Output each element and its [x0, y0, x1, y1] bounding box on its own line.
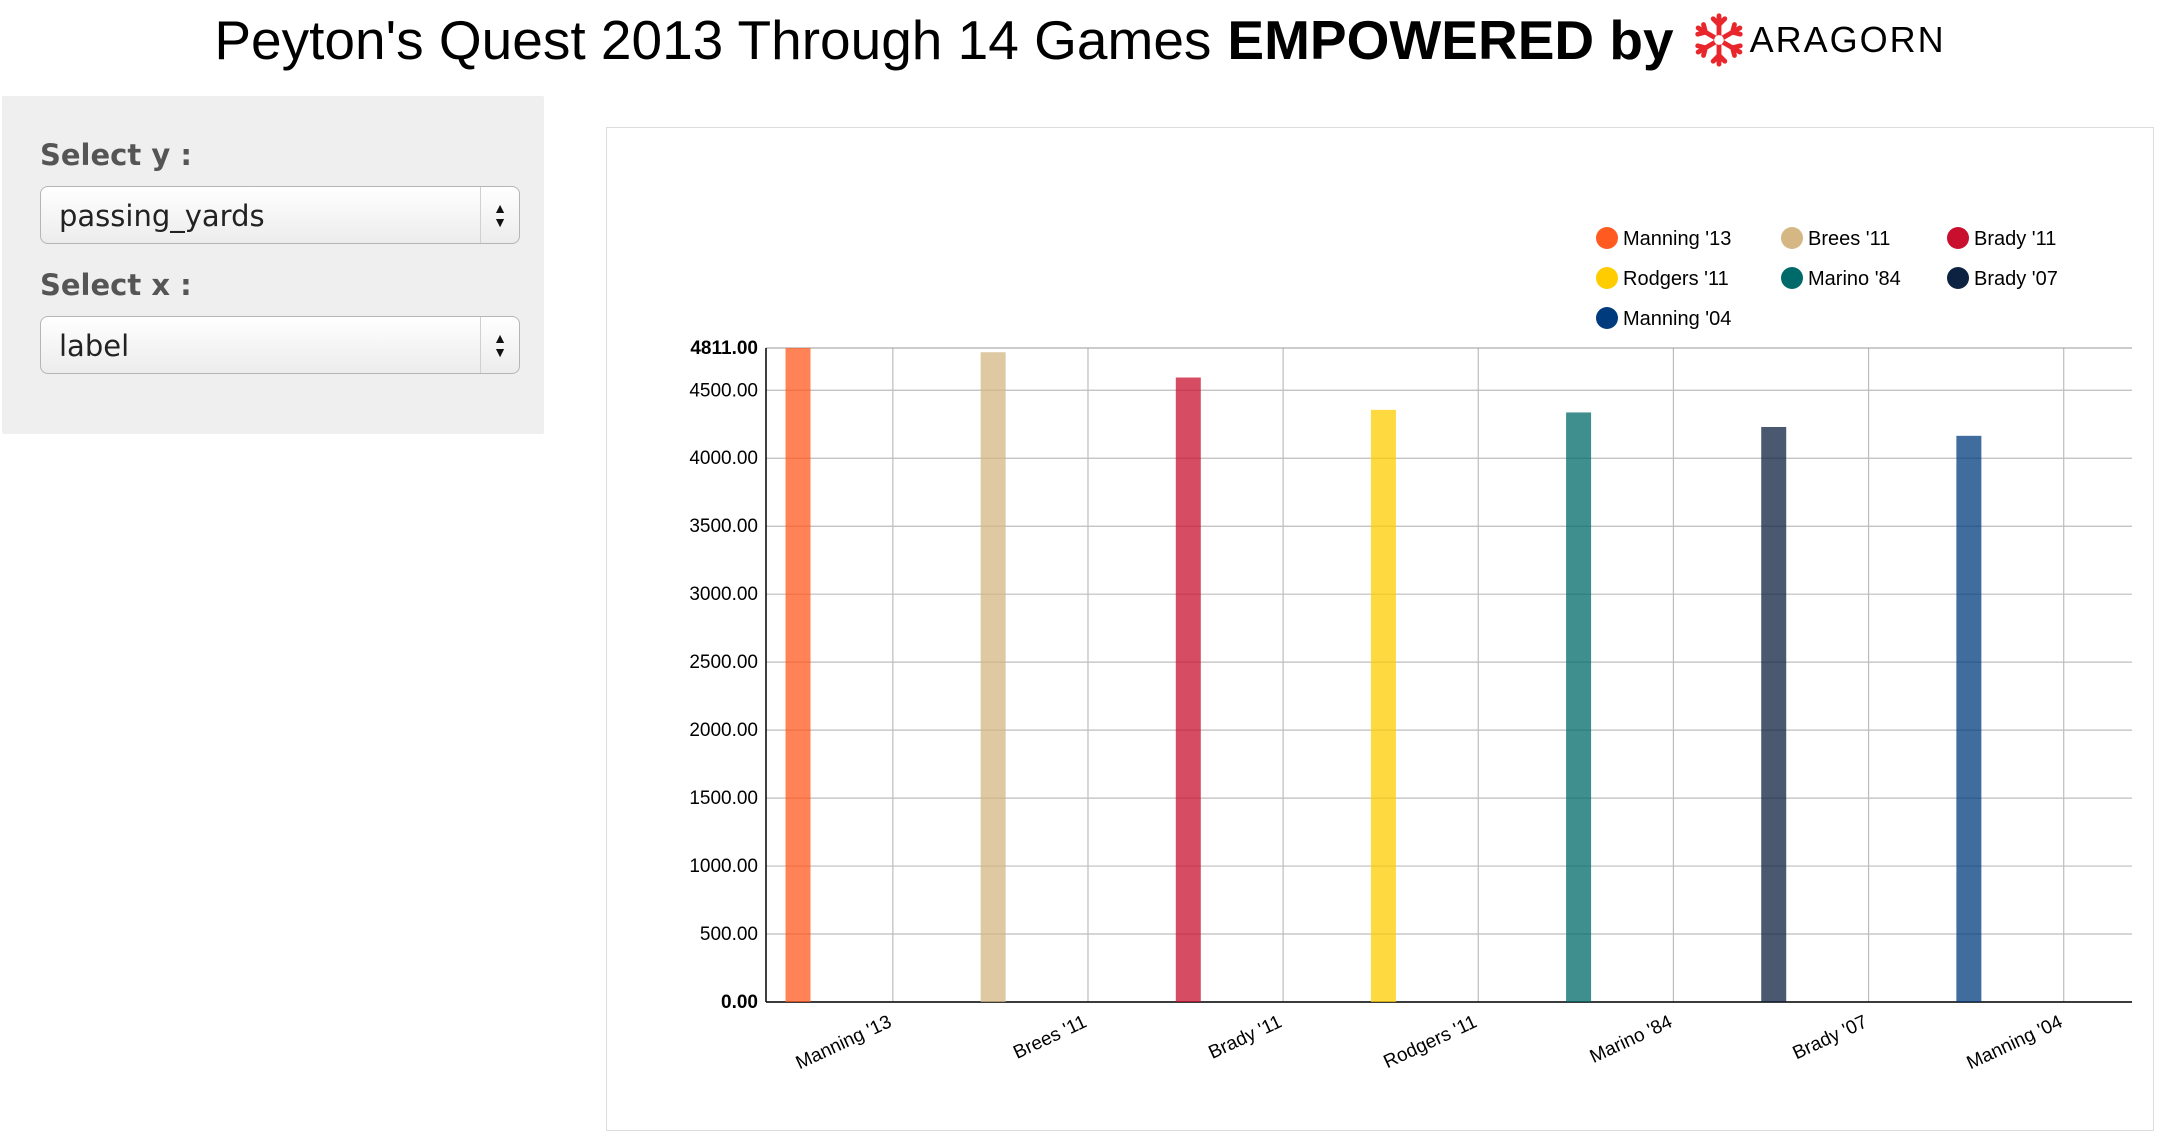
legend-label: Marino '84	[1808, 268, 1901, 290]
y-tick-label: 1500.00	[689, 788, 758, 809]
y-max-label: 4811.00	[690, 338, 758, 359]
chart-panel: 0.00 500.00 1000.00 1500.00 2000.00 2500.00 30…	[606, 127, 2154, 1131]
legend-label: Manning '13	[1623, 228, 1731, 250]
legend-swatch	[1947, 267, 1969, 289]
y-tick-label: 4000.00	[689, 448, 758, 469]
y-tick-label: 2500.00	[689, 652, 758, 673]
y-tick-label: 0.00	[721, 992, 758, 1013]
legend-label: Brady '07	[1974, 268, 2058, 290]
title-empowered: EMPOWERED by	[1227, 9, 1674, 71]
bar	[1761, 426, 1787, 1003]
y-tick-label: 1000.00	[689, 856, 758, 877]
title-text: Peyton's Quest 2013 Through 14 Games	[214, 9, 1212, 71]
legend-swatch	[1781, 267, 1803, 289]
x-tick-label: Manning '13	[793, 1011, 895, 1074]
legend-swatch	[1596, 227, 1618, 249]
select-y-value: passing_yards	[59, 199, 265, 233]
bar	[1956, 435, 1982, 1002]
legend-label: Brees '11	[1808, 228, 1890, 250]
updown-arrow-icon: ▲ ▼	[480, 317, 519, 373]
updown-arrow-icon: ▲ ▼	[480, 187, 519, 243]
y-tick-label: 2000.00	[689, 720, 758, 741]
y-tick-label: 3500.00	[689, 516, 758, 537]
y-tick-label: 4500.00	[689, 380, 758, 401]
legend-swatch	[1947, 227, 1969, 249]
x-tick-label: Manning '04	[1964, 1011, 2067, 1074]
x-tick-label: Brees '11	[1010, 1011, 1090, 1063]
bar	[1175, 377, 1201, 1002]
logo-text: ARAGORN	[1749, 19, 1946, 60]
legend-label: Brady '11	[1974, 228, 2056, 250]
select-x-value: label	[59, 329, 130, 363]
legend-swatch	[1781, 227, 1803, 249]
aragorn-logo: ARAGORN	[1690, 11, 1946, 69]
page-title: Peyton's Quest 2013 Through 14 Games EMP…	[0, 0, 2160, 80]
y-tick-label: 3000.00	[689, 584, 758, 605]
x-tick-label: Rodgers '11	[1380, 1011, 1480, 1072]
bar	[980, 352, 1006, 1002]
legend-swatch	[1596, 267, 1618, 289]
snowflake-icon	[1694, 13, 1743, 67]
bar-chart: 0.00 500.00 1000.00 1500.00 2000.00 2500.00 30…	[689, 227, 2132, 1074]
legend-label: Manning '04	[1623, 308, 1731, 330]
select-x-dropdown[interactable]: label ▲ ▼	[40, 316, 520, 374]
y-tick-label: 500.00	[700, 924, 758, 945]
controls-panel: Select y : passing_yards ▲ ▼ Select x : l…	[2, 96, 544, 434]
legend-label: Rodgers '11	[1623, 268, 1729, 290]
select-y-dropdown[interactable]: passing_yards ▲ ▼	[40, 186, 520, 244]
bar	[1370, 409, 1396, 1002]
select-y-label: Select y :	[40, 138, 192, 172]
bar	[785, 348, 811, 1002]
x-tick-label: Marino '84	[1587, 1011, 1676, 1067]
select-x-label: Select x :	[40, 268, 192, 302]
x-tick-label: Brady '07	[1790, 1011, 1871, 1064]
bar	[1566, 412, 1592, 1003]
legend-swatch	[1596, 307, 1618, 329]
x-tick-label: Brady '11	[1205, 1011, 1285, 1063]
